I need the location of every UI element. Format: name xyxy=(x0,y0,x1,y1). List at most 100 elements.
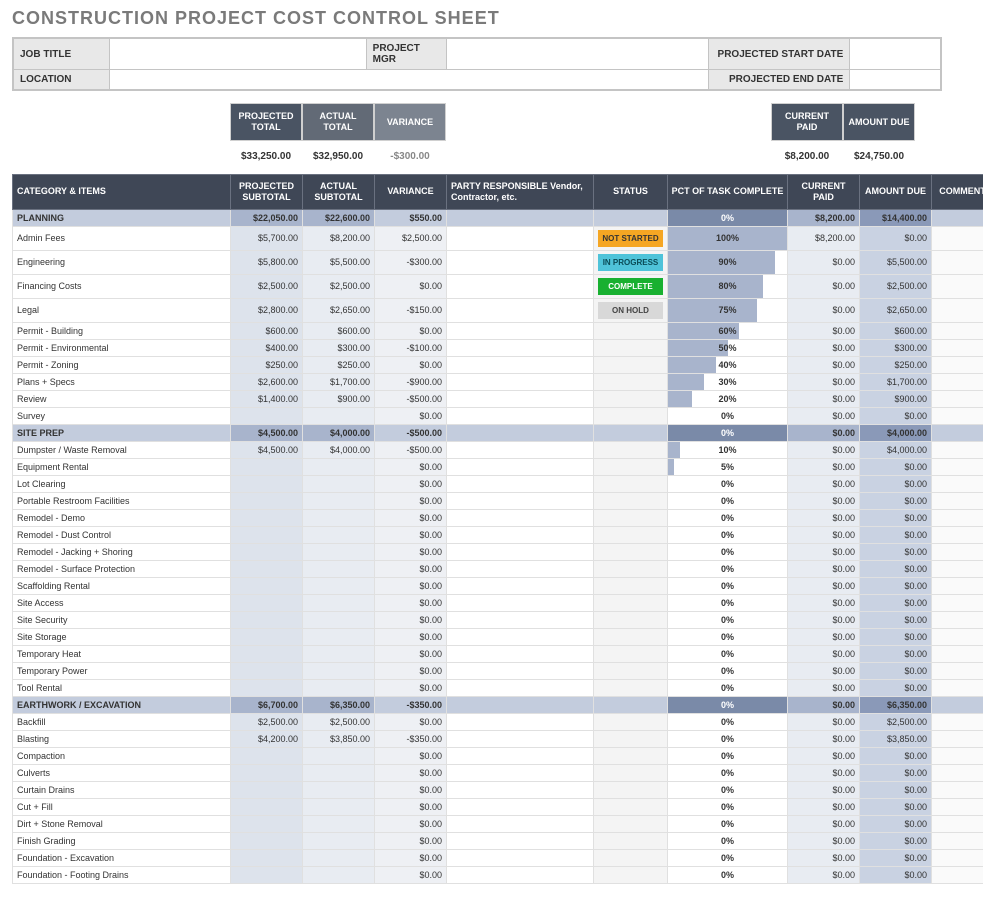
cell-projected[interactable]: $2,500.00 xyxy=(231,713,303,730)
cell-category[interactable]: Curtain Drains xyxy=(13,781,231,798)
cell-pct[interactable]: 0% xyxy=(668,747,788,764)
cell-paid[interactable]: $0.00 xyxy=(788,781,860,798)
cell-status[interactable] xyxy=(594,458,668,475)
cell-comments[interactable] xyxy=(932,849,983,866)
cell-variance[interactable]: $0.00 xyxy=(375,458,447,475)
cell-due[interactable]: $0.00 xyxy=(860,764,932,781)
cell-actual[interactable] xyxy=(303,645,375,662)
cell-comments[interactable] xyxy=(932,407,983,424)
cell-status[interactable] xyxy=(594,679,668,696)
cell-paid[interactable]: $0.00 xyxy=(788,492,860,509)
cell-actual[interactable] xyxy=(303,849,375,866)
cell-comments[interactable] xyxy=(932,322,983,339)
cell-party[interactable] xyxy=(447,764,594,781)
cell-party[interactable] xyxy=(447,226,594,250)
cell-comments[interactable] xyxy=(932,747,983,764)
cell-variance[interactable]: $0.00 xyxy=(375,475,447,492)
value-projected-start[interactable] xyxy=(850,39,941,70)
cell-status[interactable] xyxy=(594,713,668,730)
cell-paid[interactable]: $0.00 xyxy=(788,298,860,322)
cell-projected[interactable] xyxy=(231,492,303,509)
cell-projected[interactable]: $2,500.00 xyxy=(231,274,303,298)
cell-party[interactable] xyxy=(447,509,594,526)
cell-variance[interactable]: -$500.00 xyxy=(375,390,447,407)
cell-projected[interactable]: $2,800.00 xyxy=(231,298,303,322)
cell-variance[interactable]: $0.00 xyxy=(375,356,447,373)
cell-paid[interactable]: $0.00 xyxy=(788,322,860,339)
cell-variance[interactable]: $0.00 xyxy=(375,679,447,696)
cell-category[interactable]: Remodel - Jacking + Shoring xyxy=(13,543,231,560)
cell-category[interactable]: Temporary Heat xyxy=(13,645,231,662)
cell-status[interactable] xyxy=(594,662,668,679)
cell-category[interactable]: Cut + Fill xyxy=(13,798,231,815)
cell-due[interactable]: $0.00 xyxy=(860,458,932,475)
cell-party[interactable] xyxy=(447,577,594,594)
cell-status[interactable] xyxy=(594,832,668,849)
cell-comments[interactable] xyxy=(932,274,983,298)
cell-projected[interactable] xyxy=(231,526,303,543)
cell-party[interactable] xyxy=(447,441,594,458)
cell-pct[interactable]: 80% xyxy=(668,274,788,298)
cell-pct[interactable]: 75% xyxy=(668,298,788,322)
cell-category[interactable]: Permit - Zoning xyxy=(13,356,231,373)
cell-category[interactable]: Portable Restroom Facilities xyxy=(13,492,231,509)
cell-pct[interactable]: 0% xyxy=(668,492,788,509)
cell-party[interactable] xyxy=(447,594,594,611)
cell-status[interactable] xyxy=(594,390,668,407)
cell-party[interactable] xyxy=(447,747,594,764)
cell-status[interactable] xyxy=(594,645,668,662)
cell-actual[interactable]: $300.00 xyxy=(303,339,375,356)
cell-category[interactable]: PLANNING xyxy=(13,209,231,226)
cell-projected[interactable]: $1,400.00 xyxy=(231,390,303,407)
cell-pct[interactable]: 50% xyxy=(668,339,788,356)
cell-paid[interactable]: $0.00 xyxy=(788,339,860,356)
cell-projected[interactable]: $250.00 xyxy=(231,356,303,373)
cell-actual[interactable]: $2,500.00 xyxy=(303,713,375,730)
cell-pct[interactable]: 0% xyxy=(668,543,788,560)
cell-actual[interactable]: $6,350.00 xyxy=(303,696,375,713)
cell-actual[interactable] xyxy=(303,866,375,883)
cell-comments[interactable] xyxy=(932,662,983,679)
cell-pct[interactable]: 0% xyxy=(668,832,788,849)
cell-actual[interactable] xyxy=(303,764,375,781)
cell-category[interactable]: Culverts xyxy=(13,764,231,781)
cell-projected[interactable] xyxy=(231,815,303,832)
cell-pct[interactable]: 0% xyxy=(668,798,788,815)
cell-party[interactable] xyxy=(447,475,594,492)
cell-category[interactable]: Remodel - Surface Protection xyxy=(13,560,231,577)
cell-actual[interactable] xyxy=(303,781,375,798)
cell-status[interactable] xyxy=(594,475,668,492)
cell-variance[interactable]: -$350.00 xyxy=(375,730,447,747)
cell-status[interactable] xyxy=(594,560,668,577)
cell-paid[interactable]: $0.00 xyxy=(788,866,860,883)
cell-pct[interactable]: 0% xyxy=(668,679,788,696)
cell-paid[interactable]: $0.00 xyxy=(788,815,860,832)
cell-status[interactable] xyxy=(594,339,668,356)
cell-category[interactable]: Legal xyxy=(13,298,231,322)
cell-paid[interactable]: $0.00 xyxy=(788,543,860,560)
cell-pct[interactable]: 60% xyxy=(668,322,788,339)
cell-paid[interactable]: $0.00 xyxy=(788,526,860,543)
cell-status[interactable] xyxy=(594,441,668,458)
cell-projected[interactable] xyxy=(231,594,303,611)
cell-status[interactable]: ON HOLD xyxy=(594,298,668,322)
cell-projected[interactable]: $5,700.00 xyxy=(231,226,303,250)
cell-paid[interactable]: $0.00 xyxy=(788,458,860,475)
cell-paid[interactable]: $0.00 xyxy=(788,798,860,815)
cell-status[interactable] xyxy=(594,322,668,339)
cell-due[interactable]: $0.00 xyxy=(860,492,932,509)
cell-variance[interactable]: $2,500.00 xyxy=(375,226,447,250)
cell-paid[interactable]: $0.00 xyxy=(788,475,860,492)
cell-due[interactable]: $2,500.00 xyxy=(860,274,932,298)
cell-status[interactable] xyxy=(594,543,668,560)
cell-due[interactable]: $0.00 xyxy=(860,679,932,696)
cell-paid[interactable]: $0.00 xyxy=(788,662,860,679)
cell-variance[interactable]: -$100.00 xyxy=(375,339,447,356)
cell-comments[interactable] xyxy=(932,390,983,407)
cell-comments[interactable] xyxy=(932,209,983,226)
cell-comments[interactable] xyxy=(932,356,983,373)
cell-paid[interactable]: $0.00 xyxy=(788,764,860,781)
cell-comments[interactable] xyxy=(932,298,983,322)
cell-comments[interactable] xyxy=(932,713,983,730)
cell-due[interactable]: $0.00 xyxy=(860,645,932,662)
